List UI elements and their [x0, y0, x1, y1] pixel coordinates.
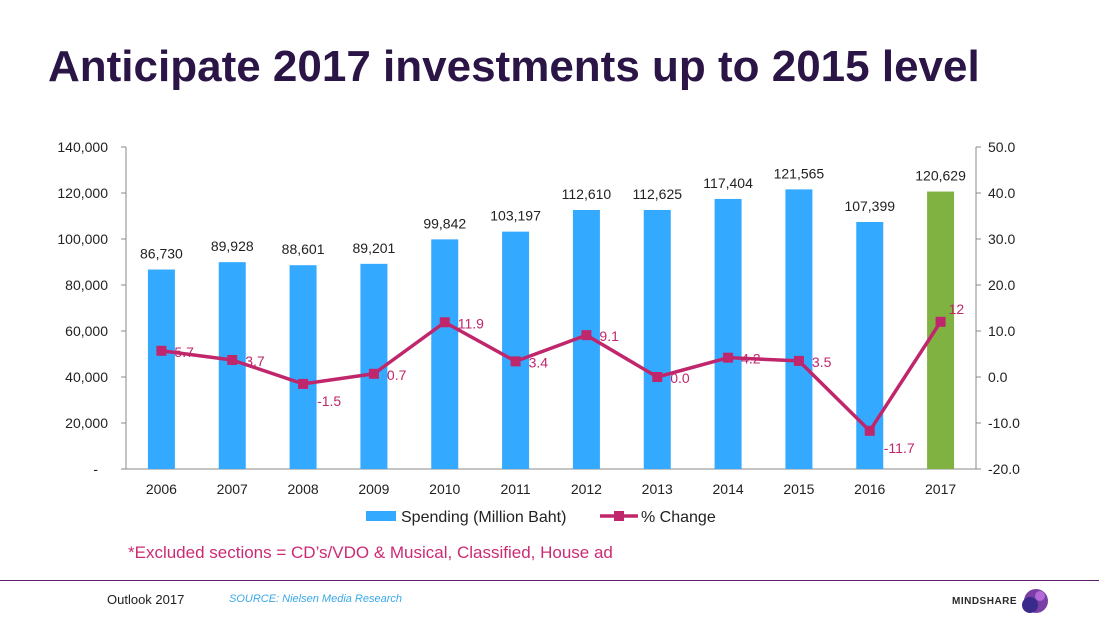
chart-legend: Spending (Million Baht) % Change — [366, 509, 716, 526]
bar-value-label: 120,629 — [915, 168, 966, 184]
bar-value-label: 89,928 — [211, 238, 254, 254]
line-point-marker — [723, 352, 734, 363]
bar-value-label: 88,601 — [282, 241, 325, 257]
y-right-tick-label: 0.0 — [988, 369, 1008, 385]
bar-value-label: 89,201 — [353, 240, 396, 256]
y-left-tick-label: 120,000 — [57, 185, 108, 201]
line-point-marker — [368, 368, 379, 379]
y-left-tick-label: 100,000 — [57, 231, 108, 247]
line-series — [156, 316, 946, 436]
bar — [927, 191, 955, 470]
x-tick-label: 2006 — [146, 481, 177, 497]
slide-title: Anticipate 2017 investments up to 2015 l… — [48, 42, 980, 91]
line-value-label: 3.7 — [245, 353, 265, 369]
footer-source: SOURCE: Nielsen Media Research — [229, 593, 403, 605]
line-point-marker — [510, 356, 521, 367]
x-tick-label: 2011 — [501, 481, 531, 497]
bar — [643, 209, 671, 469]
footnote: *Excluded sections = CD’s/VDO & Musical,… — [128, 543, 613, 562]
line-value-label: 5.7 — [174, 344, 194, 360]
line-point-marker — [156, 345, 167, 356]
x-tick-label: 2016 — [854, 481, 885, 497]
line-value-label: 4.2 — [741, 351, 761, 367]
bar-value-label: 121,565 — [774, 165, 825, 181]
y-right-tick-label: 50.0 — [988, 139, 1015, 155]
y-left-tick-label: - — [93, 461, 98, 477]
bar-value-label: 112,625 — [632, 186, 682, 202]
percent-change-line — [161, 320, 943, 433]
y-left-tick-label: 60,000 — [65, 323, 108, 339]
y-right-tick-label: 10.0 — [988, 323, 1015, 339]
data-labels: 86,730 89,928 88,601 89,201 99,842 103,197 112… — [140, 165, 966, 455]
mindshare-logo-icon — [1022, 589, 1048, 613]
line-value-label: -1.5 — [317, 393, 341, 409]
x-tick-label: 2008 — [288, 481, 319, 497]
line-value-label: 3.5 — [812, 354, 832, 370]
bar — [431, 239, 459, 469]
x-tick-label: 2012 — [571, 481, 602, 497]
bar — [218, 262, 246, 469]
x-tick-label: 2009 — [358, 481, 389, 497]
bar-value-label: 107,399 — [844, 198, 895, 214]
line-point-marker — [227, 354, 238, 365]
line-value-label: 12 — [949, 301, 965, 317]
x-tick-label: 2014 — [713, 481, 744, 497]
footer-divider — [0, 580, 1099, 581]
chart-axes: - 20,000 40,000 60,000 80,000 100,000 120,000 1… — [57, 139, 1020, 497]
legend-bar-swatch — [366, 511, 396, 521]
bar-value-label: 103,197 — [490, 208, 541, 224]
bar-value-label: 117,404 — [703, 175, 753, 191]
bar — [147, 269, 175, 469]
footer-outlook: Outlook 2017 — [107, 592, 185, 607]
y-right-tick-label: -10.0 — [988, 415, 1020, 431]
line-value-label: 3.4 — [529, 354, 549, 370]
line-value-label: -11.7 — [884, 440, 915, 456]
line-value-label: 11.9 — [458, 315, 484, 331]
line-value-label: 0.7 — [387, 367, 407, 383]
x-tick-label: 2007 — [217, 481, 248, 497]
y-right-tick-label: -20.0 — [988, 461, 1020, 477]
x-tick-label: 2013 — [642, 481, 673, 497]
line-point-marker — [793, 355, 804, 366]
bar-value-label: 86,730 — [140, 246, 183, 262]
combo-chart: - 20,000 40,000 60,000 80,000 100,000 120,000 1… — [57, 139, 1020, 526]
bar-series — [147, 189, 955, 470]
line-point-marker — [298, 378, 309, 389]
bar — [289, 265, 317, 469]
bar — [714, 198, 742, 469]
x-tick-label: 2015 — [783, 481, 814, 497]
legend-line-marker — [614, 511, 624, 521]
y-left-tick-label: 140,000 — [57, 139, 108, 155]
line-point-marker — [864, 425, 875, 436]
bar — [785, 189, 813, 469]
y-right-tick-label: 40.0 — [988, 185, 1015, 201]
y-left-tick-label: 20,000 — [65, 415, 108, 431]
y-right-tick-label: 20.0 — [988, 277, 1015, 293]
bar — [502, 231, 530, 469]
y-left-tick-label: 40,000 — [65, 369, 108, 385]
y-right-tick-label: 30.0 — [988, 231, 1015, 247]
y-left-tick-label: 80,000 — [65, 277, 108, 293]
line-point-marker — [935, 316, 946, 327]
legend-line-label: % Change — [641, 509, 716, 526]
line-value-label: 0.0 — [670, 370, 690, 386]
line-point-marker — [581, 330, 592, 341]
line-point-marker — [439, 317, 450, 328]
line-point-marker — [652, 372, 663, 382]
x-tick-label: 2017 — [925, 481, 956, 497]
brand-name: MINDSHARE — [952, 596, 1018, 607]
x-tick-label: 2010 — [429, 481, 460, 497]
bar-value-label: 99,842 — [423, 215, 466, 231]
line-value-label: 9.1 — [599, 328, 619, 344]
bar-value-label: 112,610 — [562, 186, 612, 202]
legend-bar-label: Spending (Million Baht) — [401, 509, 566, 526]
